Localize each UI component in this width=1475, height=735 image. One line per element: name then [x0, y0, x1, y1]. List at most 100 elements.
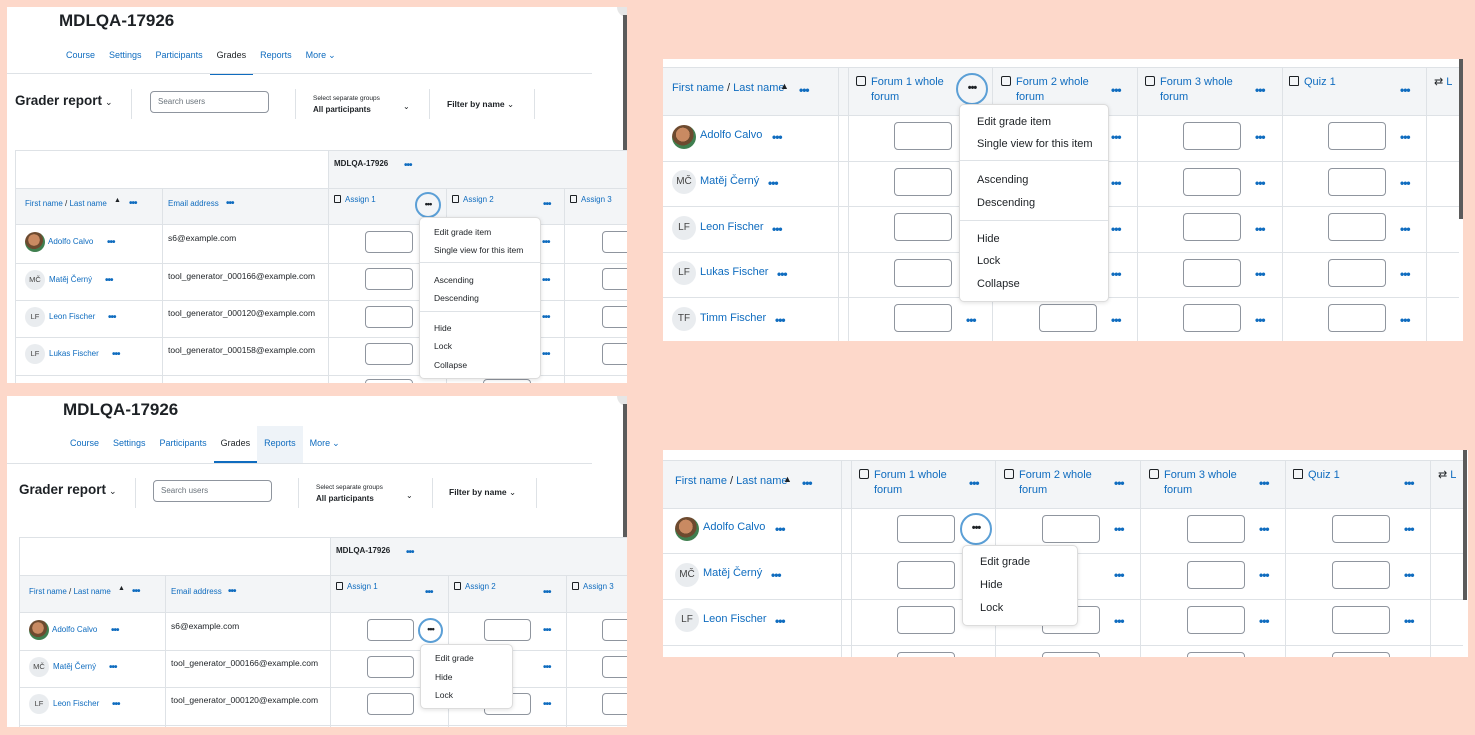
grade-input[interactable] [1187, 606, 1245, 634]
filter-by-name[interactable]: Filter by name ⌄ [449, 487, 517, 497]
nav-reports[interactable]: Reports [260, 50, 292, 60]
grade-input[interactable] [894, 122, 952, 150]
cell-actions-icon[interactable]: ••• [1400, 176, 1411, 190]
cell-actions-icon[interactable]: ••• [1114, 522, 1125, 536]
grade-input[interactable] [1328, 122, 1386, 150]
user-actions-icon[interactable]: ••• [108, 312, 116, 323]
menu-descending[interactable]: Descending [977, 197, 1036, 209]
cell-actions-icon[interactable]: ••• [542, 349, 550, 360]
user-name[interactable]: Leon Fischer [53, 699, 100, 708]
cell-actions-icon[interactable]: ••• [543, 662, 551, 673]
cell-actions-icon[interactable]: ••• [1400, 313, 1411, 327]
forum-3-actions-icon[interactable]: ••• [1255, 83, 1266, 97]
forum-2-actions-icon[interactable]: ••• [1111, 83, 1122, 97]
grade-input[interactable] [897, 561, 955, 589]
user-name[interactable]: Leon Fischer [49, 312, 96, 321]
groups-selector[interactable]: Select separate groups All participants … [313, 95, 410, 114]
name-sort-header[interactable]: First name / Last name [29, 587, 111, 596]
cell-actions-icon[interactable]: ••• [542, 275, 550, 286]
column-assign-3[interactable]: Assign 3 [572, 582, 614, 591]
column-assign-1[interactable]: Assign 1 [334, 195, 376, 204]
nav-reports[interactable]: Reports [257, 426, 303, 463]
cell-actions-icon[interactable]: ••• [960, 513, 992, 545]
grade-input[interactable] [483, 379, 531, 383]
forum-2-actions-icon[interactable]: ••• [1114, 476, 1125, 490]
assign-2-actions-icon[interactable]: ••• [543, 199, 551, 210]
cell-actions-icon[interactable]: ••• [1114, 614, 1125, 628]
scrollbar[interactable] [623, 15, 627, 205]
grade-input[interactable] [1042, 652, 1100, 657]
grade-input[interactable] [1183, 259, 1241, 287]
column-next[interactable]: ⇄ L [1434, 76, 1453, 88]
nav-settings[interactable]: Settings [113, 438, 146, 448]
name-sort-header[interactable]: First name / Last name [675, 475, 788, 487]
user-actions-icon[interactable]: ••• [777, 267, 788, 281]
grade-input[interactable] [602, 343, 627, 365]
cell-actions-icon[interactable]: ••• [1255, 313, 1266, 327]
cell-actions-icon[interactable]: ••• [1255, 267, 1266, 281]
user-name[interactable]: Timm Fischer [700, 312, 767, 324]
grade-input[interactable] [1332, 515, 1390, 543]
grade-input[interactable] [484, 619, 531, 641]
assign-1-actions-icon[interactable]: ••• [425, 587, 433, 598]
menu-hide[interactable]: Hide [977, 233, 1000, 245]
grade-input[interactable] [1187, 652, 1245, 657]
nav-settings[interactable]: Settings [109, 50, 142, 60]
user-actions-icon[interactable]: ••• [112, 349, 120, 360]
user-name[interactable]: Matěj Černý [53, 662, 97, 671]
grade-input[interactable] [1328, 213, 1386, 241]
column-quiz-1[interactable]: Quiz 1 [1293, 468, 1340, 483]
grade-input[interactable] [365, 306, 413, 328]
menu-single-view[interactable]: Single view for this item [434, 245, 524, 255]
menu-hide[interactable]: Hide [435, 672, 453, 682]
report-selector[interactable]: Grader report ⌄ [15, 93, 113, 108]
user-actions-icon[interactable]: ••• [111, 625, 119, 636]
scrollbar[interactable] [1463, 450, 1467, 600]
grade-input[interactable] [897, 606, 955, 634]
user-actions-icon[interactable]: ••• [112, 699, 120, 710]
grade-input[interactable] [897, 652, 955, 657]
cell-actions-icon[interactable]: ••• [542, 312, 550, 323]
menu-lock[interactable]: Lock [977, 255, 1001, 267]
grade-input[interactable] [1332, 561, 1390, 589]
cell-actions-icon[interactable]: ••• [543, 699, 551, 710]
email-actions-icon[interactable]: ••• [228, 586, 236, 597]
cell-actions-icon[interactable]: ••• [1404, 614, 1415, 628]
grade-input[interactable] [1039, 304, 1097, 332]
grade-input[interactable] [365, 231, 413, 253]
quiz-1-actions-icon[interactable]: ••• [1404, 476, 1415, 490]
cell-actions-icon[interactable]: ••• [1111, 267, 1122, 281]
column-forum-3[interactable]: Forum 3 whole forum [1149, 468, 1237, 498]
cell-actions-icon[interactable]: ••• [1111, 130, 1122, 144]
grade-input[interactable] [1332, 606, 1390, 634]
user-name[interactable]: Lukas Fischer [49, 349, 99, 358]
groups-selector[interactable]: Select separate groups All participants … [316, 484, 413, 503]
grade-input[interactable] [894, 213, 952, 241]
cell-actions-icon[interactable]: ••• [1259, 614, 1270, 628]
cell-actions-icon[interactable]: ••• [1111, 222, 1122, 236]
cell-actions-icon[interactable]: ••• [1404, 568, 1415, 582]
grade-input[interactable] [1328, 304, 1386, 332]
cell-actions-icon[interactable]: ••• [1255, 130, 1266, 144]
cell-actions-icon[interactable]: ••• [1255, 176, 1266, 190]
column-next[interactable]: ⇄ L [1438, 469, 1457, 481]
grade-input[interactable] [602, 693, 627, 715]
nav-participants[interactable]: Participants [159, 438, 207, 448]
nav-course[interactable]: Course [70, 438, 100, 448]
user-actions-icon[interactable]: ••• [775, 614, 786, 628]
name-actions-icon[interactable]: ••• [129, 198, 137, 209]
menu-single-view[interactable]: Single view for this item [977, 138, 1093, 150]
cell-actions-icon[interactable]: ••• [1400, 267, 1411, 281]
grade-input[interactable] [365, 268, 413, 290]
cell-actions-icon[interactable]: ••• [1255, 222, 1266, 236]
user-actions-icon[interactable]: ••• [775, 313, 786, 327]
search-users-input[interactable]: Search users [150, 91, 269, 113]
user-actions-icon[interactable]: ••• [768, 176, 779, 190]
nav-more[interactable]: More ⌄ [303, 426, 347, 463]
user-name[interactable]: Leon Fischer [703, 613, 767, 625]
user-name[interactable]: Matěj Černý [700, 175, 760, 187]
user-actions-icon[interactable]: ••• [775, 522, 786, 536]
column-forum-1[interactable]: Forum 1 whole forum [856, 75, 944, 105]
column-quiz-1[interactable]: Quiz 1 [1289, 75, 1336, 90]
cell-actions-icon[interactable]: ••• [1404, 522, 1415, 536]
